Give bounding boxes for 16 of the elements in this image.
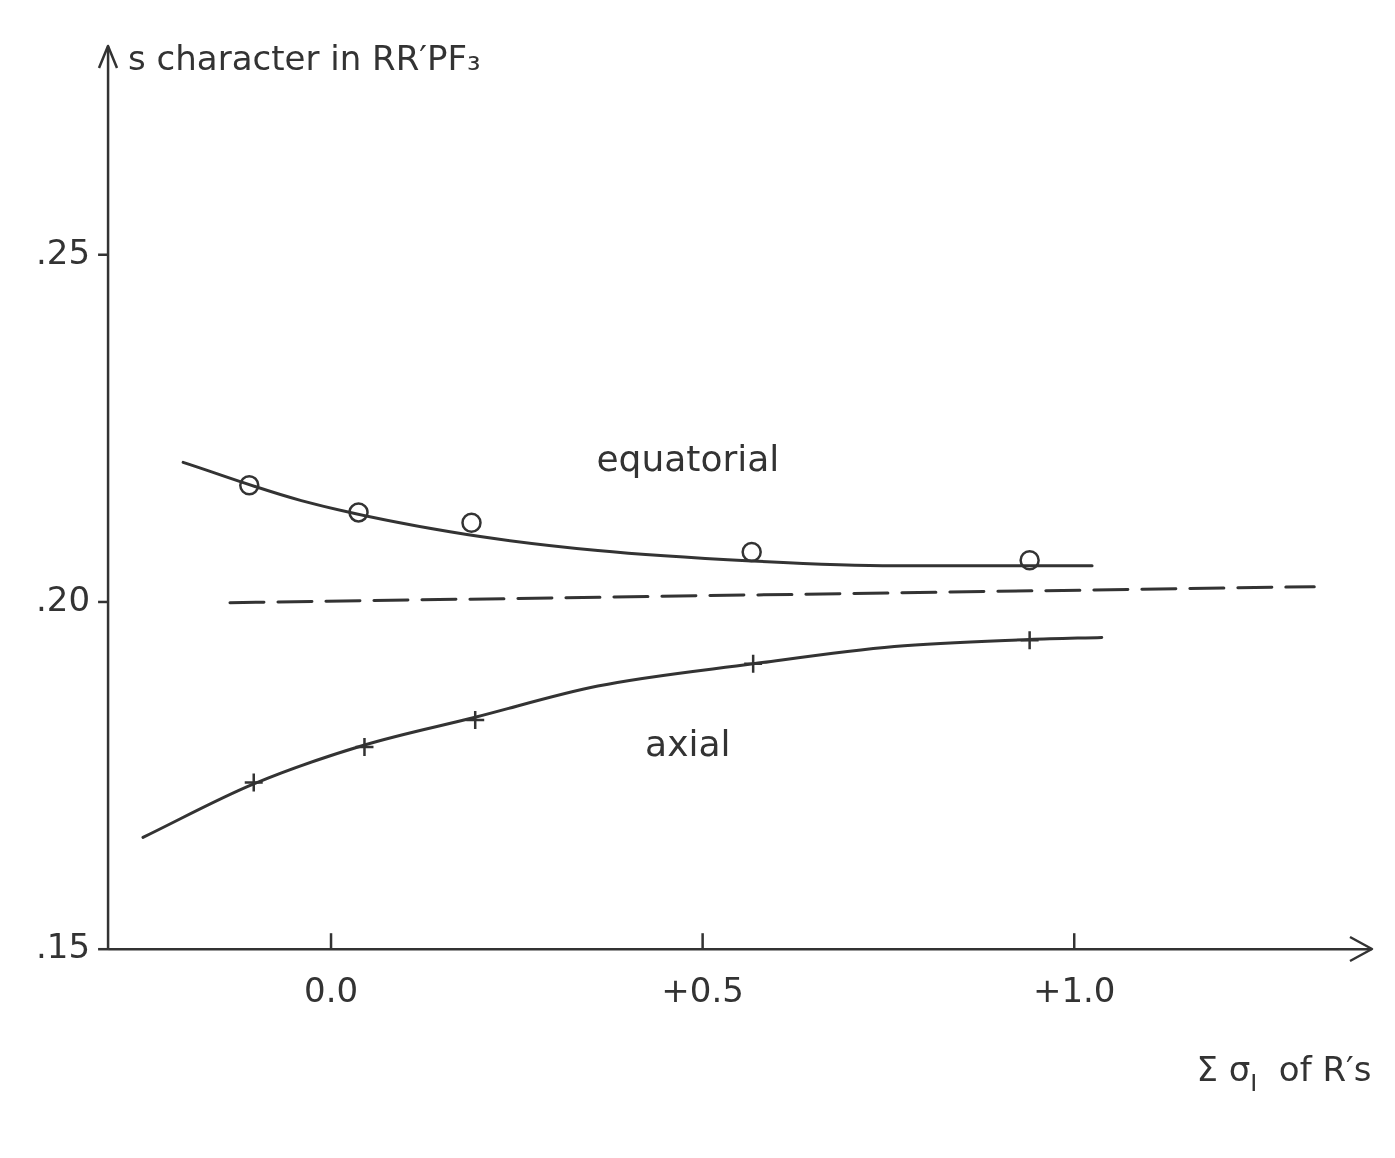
y-tick-label: .15 (35, 926, 91, 967)
series-label: axial (645, 723, 731, 764)
point (239, 475, 260, 496)
y-axis-title: s character in RR′PF₃ (128, 38, 481, 79)
point (464, 709, 486, 731)
point (461, 512, 482, 534)
line-series (141, 635, 1104, 839)
point (348, 502, 369, 523)
x-tick-label: +1.0 (1032, 970, 1116, 1011)
y-tick-label: .25 (35, 231, 91, 272)
point (1019, 550, 1040, 571)
y-tick-label: .20 (35, 578, 91, 619)
series-label: equatorial (596, 437, 780, 479)
point (741, 541, 762, 563)
x-tick-label: 0.0 (303, 970, 359, 1011)
x-tick-label: +0.5 (661, 970, 744, 1011)
